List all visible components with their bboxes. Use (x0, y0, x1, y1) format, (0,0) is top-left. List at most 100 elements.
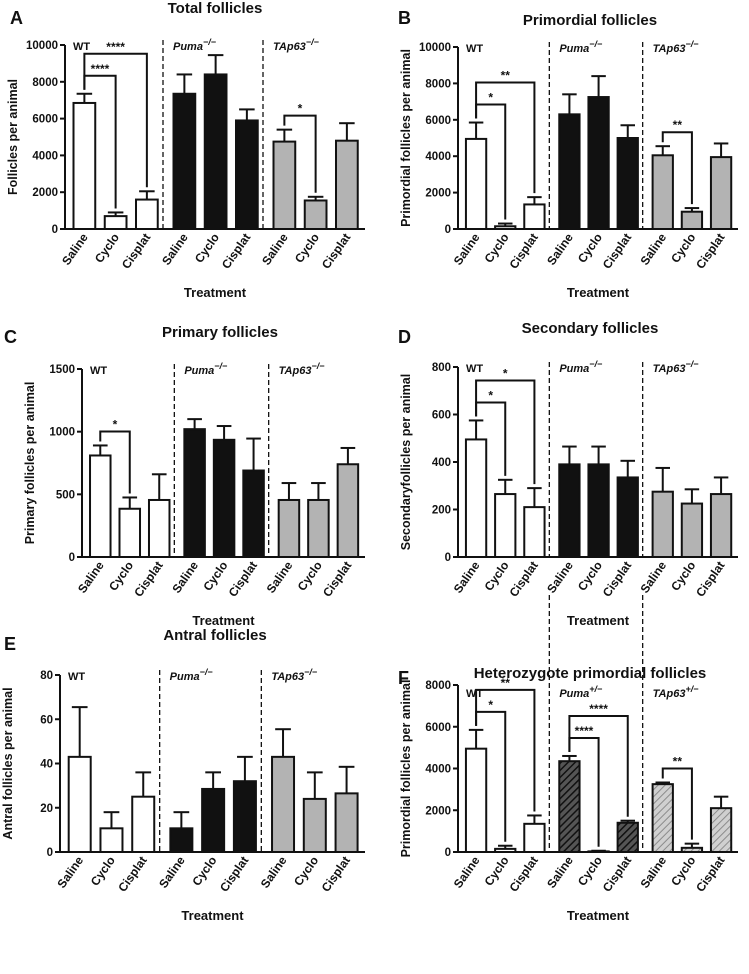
x-tick-label: Cisplat (131, 559, 165, 600)
significance-bracket (83, 52, 148, 188)
y-tick-label: 4000 (425, 151, 451, 163)
x-tick-label: Saline (637, 230, 669, 267)
genotype-label: TAp63−/− (273, 37, 320, 53)
x-tick-label: Cisplat (600, 231, 634, 272)
y-tick-label: 0 (47, 847, 53, 859)
genotype-superscript: −/− (306, 37, 320, 47)
genotype-label: WT (466, 43, 483, 55)
genotype-superscript: −/− (203, 37, 217, 47)
x-tick-label: Cisplat (506, 559, 540, 600)
genotype-superscript: −/− (304, 667, 318, 677)
bar (89, 454, 112, 559)
genotype-label: WT (73, 41, 90, 53)
x-tick-label: Saline (544, 230, 576, 267)
chart-title: Heterozygote primordial follicles (474, 665, 707, 682)
y-tick-label: 8000 (425, 680, 451, 692)
bar (203, 73, 228, 230)
significance-bracket (568, 714, 629, 817)
panel-letter: F (398, 668, 409, 688)
genotype-label: Puma−/− (184, 361, 228, 377)
bar (307, 498, 330, 558)
y-tick-label: 4000 (425, 764, 451, 776)
y-tick-label: 0 (445, 552, 451, 564)
y-tick-label: 8000 (425, 78, 451, 90)
x-tick-label: Cisplat (115, 854, 149, 895)
genotype-superscript: −/− (589, 39, 603, 49)
x-axis-label: Treatment (181, 908, 244, 923)
x-tick-label: Cyclo (668, 231, 698, 266)
y-axis-label: Secondaryfollicles per animal (399, 374, 413, 550)
bar (558, 760, 581, 853)
significance-label: **** (91, 62, 110, 76)
y-tick-label: 200 (432, 505, 451, 517)
bar (103, 215, 128, 230)
x-tick-label: Cisplat (693, 854, 727, 895)
x-tick-label: Saline (544, 853, 576, 890)
y-tick-label: 2000 (32, 187, 58, 199)
panel-a: A Total follicles 0 2000 4000 6000 8000 10000 Fo… (6, 0, 365, 300)
genotype-superscript: −/− (685, 359, 699, 369)
bar (523, 822, 546, 853)
bar (334, 792, 359, 854)
chart-title: Total follicles (168, 0, 263, 17)
genotype-label: TAp63−/− (279, 361, 326, 377)
genotype-superscript: −/− (214, 361, 228, 371)
bar (235, 119, 259, 230)
bar (118, 507, 142, 559)
x-tick-label: Cisplat (600, 559, 634, 600)
panel-e: E Antral follicles 0 20 40 60 80 Antral follicl… (1, 627, 365, 923)
chart-title: Primordial follicles (523, 12, 657, 29)
chart-title: Antral follicles (163, 627, 266, 644)
x-tick-label: Cyclo (106, 559, 136, 594)
bar (651, 490, 674, 558)
x-tick-label: Cisplat (217, 854, 251, 895)
x-axis-label: Treatment (567, 908, 630, 923)
y-tick-label: 500 (56, 489, 75, 501)
significance-label: ** (673, 754, 683, 768)
significance-bracket (475, 688, 536, 812)
y-tick-label: 600 (432, 410, 451, 422)
bar (523, 506, 546, 558)
y-axis-label: Primary follicles per animal (23, 382, 37, 545)
bar (494, 225, 517, 231)
x-axis-label: Treatment (184, 285, 247, 300)
genotype-label: TAp63−/− (653, 39, 700, 55)
bar (242, 469, 265, 558)
y-tick-label: 400 (432, 457, 451, 469)
significance-label: **** (106, 40, 125, 54)
bar (302, 797, 327, 854)
panel-f: F Heterozygote primordial follicles 0 2000 4… (398, 595, 738, 923)
x-tick-label: Cisplat (219, 231, 253, 272)
y-tick-label: 0 (445, 224, 451, 236)
x-tick-label: Cisplat (506, 854, 540, 895)
x-tick-label: Cisplat (693, 559, 727, 600)
genotype-label: TAp63−/− (653, 359, 700, 375)
significance-label: * (503, 366, 508, 380)
chart-title: Secondary follicles (522, 320, 659, 337)
panel-c: C Primary follicles 0 500 1000 1500 Primary fo… (4, 324, 365, 628)
x-tick-label: Cyclo (668, 559, 698, 594)
x-tick-label: Cyclo (295, 559, 325, 594)
x-axis-label: Treatment (567, 613, 630, 628)
x-tick-label: Cyclo (481, 231, 511, 266)
bar (271, 755, 296, 853)
genotype-superscript: −/− (685, 39, 699, 49)
panel-letter: D (398, 327, 411, 347)
genotype-label: WT (466, 363, 483, 375)
x-tick-label: Cyclo (481, 854, 511, 889)
x-axis-label: Treatment (192, 613, 255, 628)
genotype-label: Puma−/− (559, 359, 603, 375)
bar (277, 498, 301, 558)
bar (709, 493, 733, 558)
y-axis-label: Primordial follicles per animal (399, 680, 413, 858)
x-tick-label: Cisplat (119, 231, 153, 272)
x-tick-label: Saline (54, 853, 86, 890)
panel-b: B Primordial follicles 0 2000 4000 6000 8000 10… (398, 8, 738, 300)
significance-label: * (113, 417, 118, 431)
genotype-superscript: +/− (685, 684, 699, 694)
significance-label: **** (575, 724, 594, 738)
x-tick-label: Cyclo (575, 854, 605, 889)
bar (651, 783, 674, 853)
bar (558, 463, 581, 558)
